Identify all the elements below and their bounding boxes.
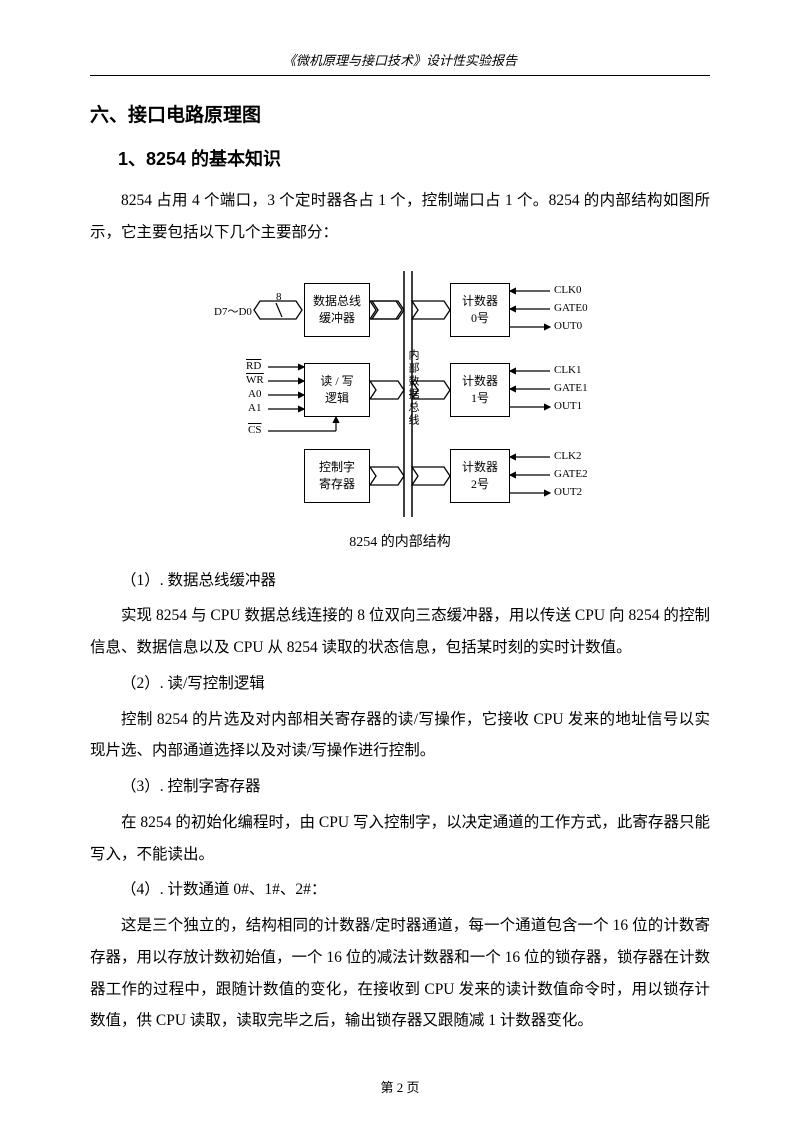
section-title: 六、接口电路原理图 xyxy=(90,100,710,127)
item-1-body: 实现 8254 与 CPU 数据总线连接的 8 位双向三态缓冲器，用以传送 CP… xyxy=(90,600,710,664)
label-buswidth: 8 xyxy=(276,291,282,303)
item-3-body: 在 8254 的初始化编程时，由 CPU 写入控制字，以决定通道的工作方式，此寄… xyxy=(90,807,710,871)
label-gate0: GATE0 xyxy=(554,302,588,314)
label-clk2: CLK2 xyxy=(554,450,582,462)
item-2: （2）. 读/写控制逻辑 控制 8254 的片选及对内部相关寄存器的读/写操作，… xyxy=(90,668,710,767)
label-clk1: CLK1 xyxy=(554,364,582,376)
label-cs: CS xyxy=(248,424,261,436)
item-4-heading: （4）. 计数通道 0#、1#、2#： xyxy=(121,874,710,906)
label-rd: RD xyxy=(246,360,261,372)
item-2-body: 控制 8254 的片选及对内部相关寄存器的读/写操作，它接收 CPU 发来的地址… xyxy=(90,704,710,768)
label-a1: A1 xyxy=(248,402,261,414)
label-d7d0: D7～D0 xyxy=(214,303,252,319)
diagram-caption: 8254 的内部结构 xyxy=(210,531,590,551)
label-wr: WR xyxy=(246,374,264,386)
label-clk0: CLK0 xyxy=(554,284,582,296)
label-a0: A0 xyxy=(248,388,261,400)
intro-paragraph: 8254 占用 4 个端口，3 个定时器各占 1 个，控制端口占 1 个。825… xyxy=(90,185,710,249)
item-4-body: 这是三个独立的，结构相同的计数器/定时器通道，每一个通道包含一个 16 位的计数… xyxy=(90,910,710,1037)
item-1-heading: （1）. 数据总线缓冲器 xyxy=(121,565,710,597)
subsection-title: 1、8254 的基本知识 xyxy=(118,145,710,171)
item-3: （3）. 控制字寄存器 在 8254 的初始化编程时，由 CPU 写入控制字，以… xyxy=(90,771,710,870)
item-1: （1）. 数据总线缓冲器 实现 8254 与 CPU 数据总线连接的 8 位双向… xyxy=(90,565,710,664)
page-header: 《微机原理与接口技术》设计性实验报告 xyxy=(90,50,710,76)
diagram-8254: 内部数据总线 数据总线缓冲器 读 / 写逻辑 控制字寄存器 计数器0号 计数器1… xyxy=(210,265,590,525)
item-4: （4）. 计数通道 0#、1#、2#： 这是三个独立的，结构相同的计数器/定时器… xyxy=(90,874,710,1037)
item-2-heading: （2）. 读/写控制逻辑 xyxy=(121,668,710,700)
label-gate1: GATE1 xyxy=(554,382,588,394)
diagram-container: 内部数据总线 数据总线缓冲器 读 / 写逻辑 控制字寄存器 计数器0号 计数器1… xyxy=(210,265,590,551)
label-out0: OUT0 xyxy=(554,320,582,332)
label-gate2: GATE2 xyxy=(554,468,588,480)
page-footer: 第 2 页 xyxy=(0,1077,800,1096)
diagram-connectors xyxy=(210,265,590,525)
label-out1: OUT1 xyxy=(554,400,582,412)
item-3-heading: （3）. 控制字寄存器 xyxy=(121,771,710,803)
label-out2: OUT2 xyxy=(554,486,582,498)
